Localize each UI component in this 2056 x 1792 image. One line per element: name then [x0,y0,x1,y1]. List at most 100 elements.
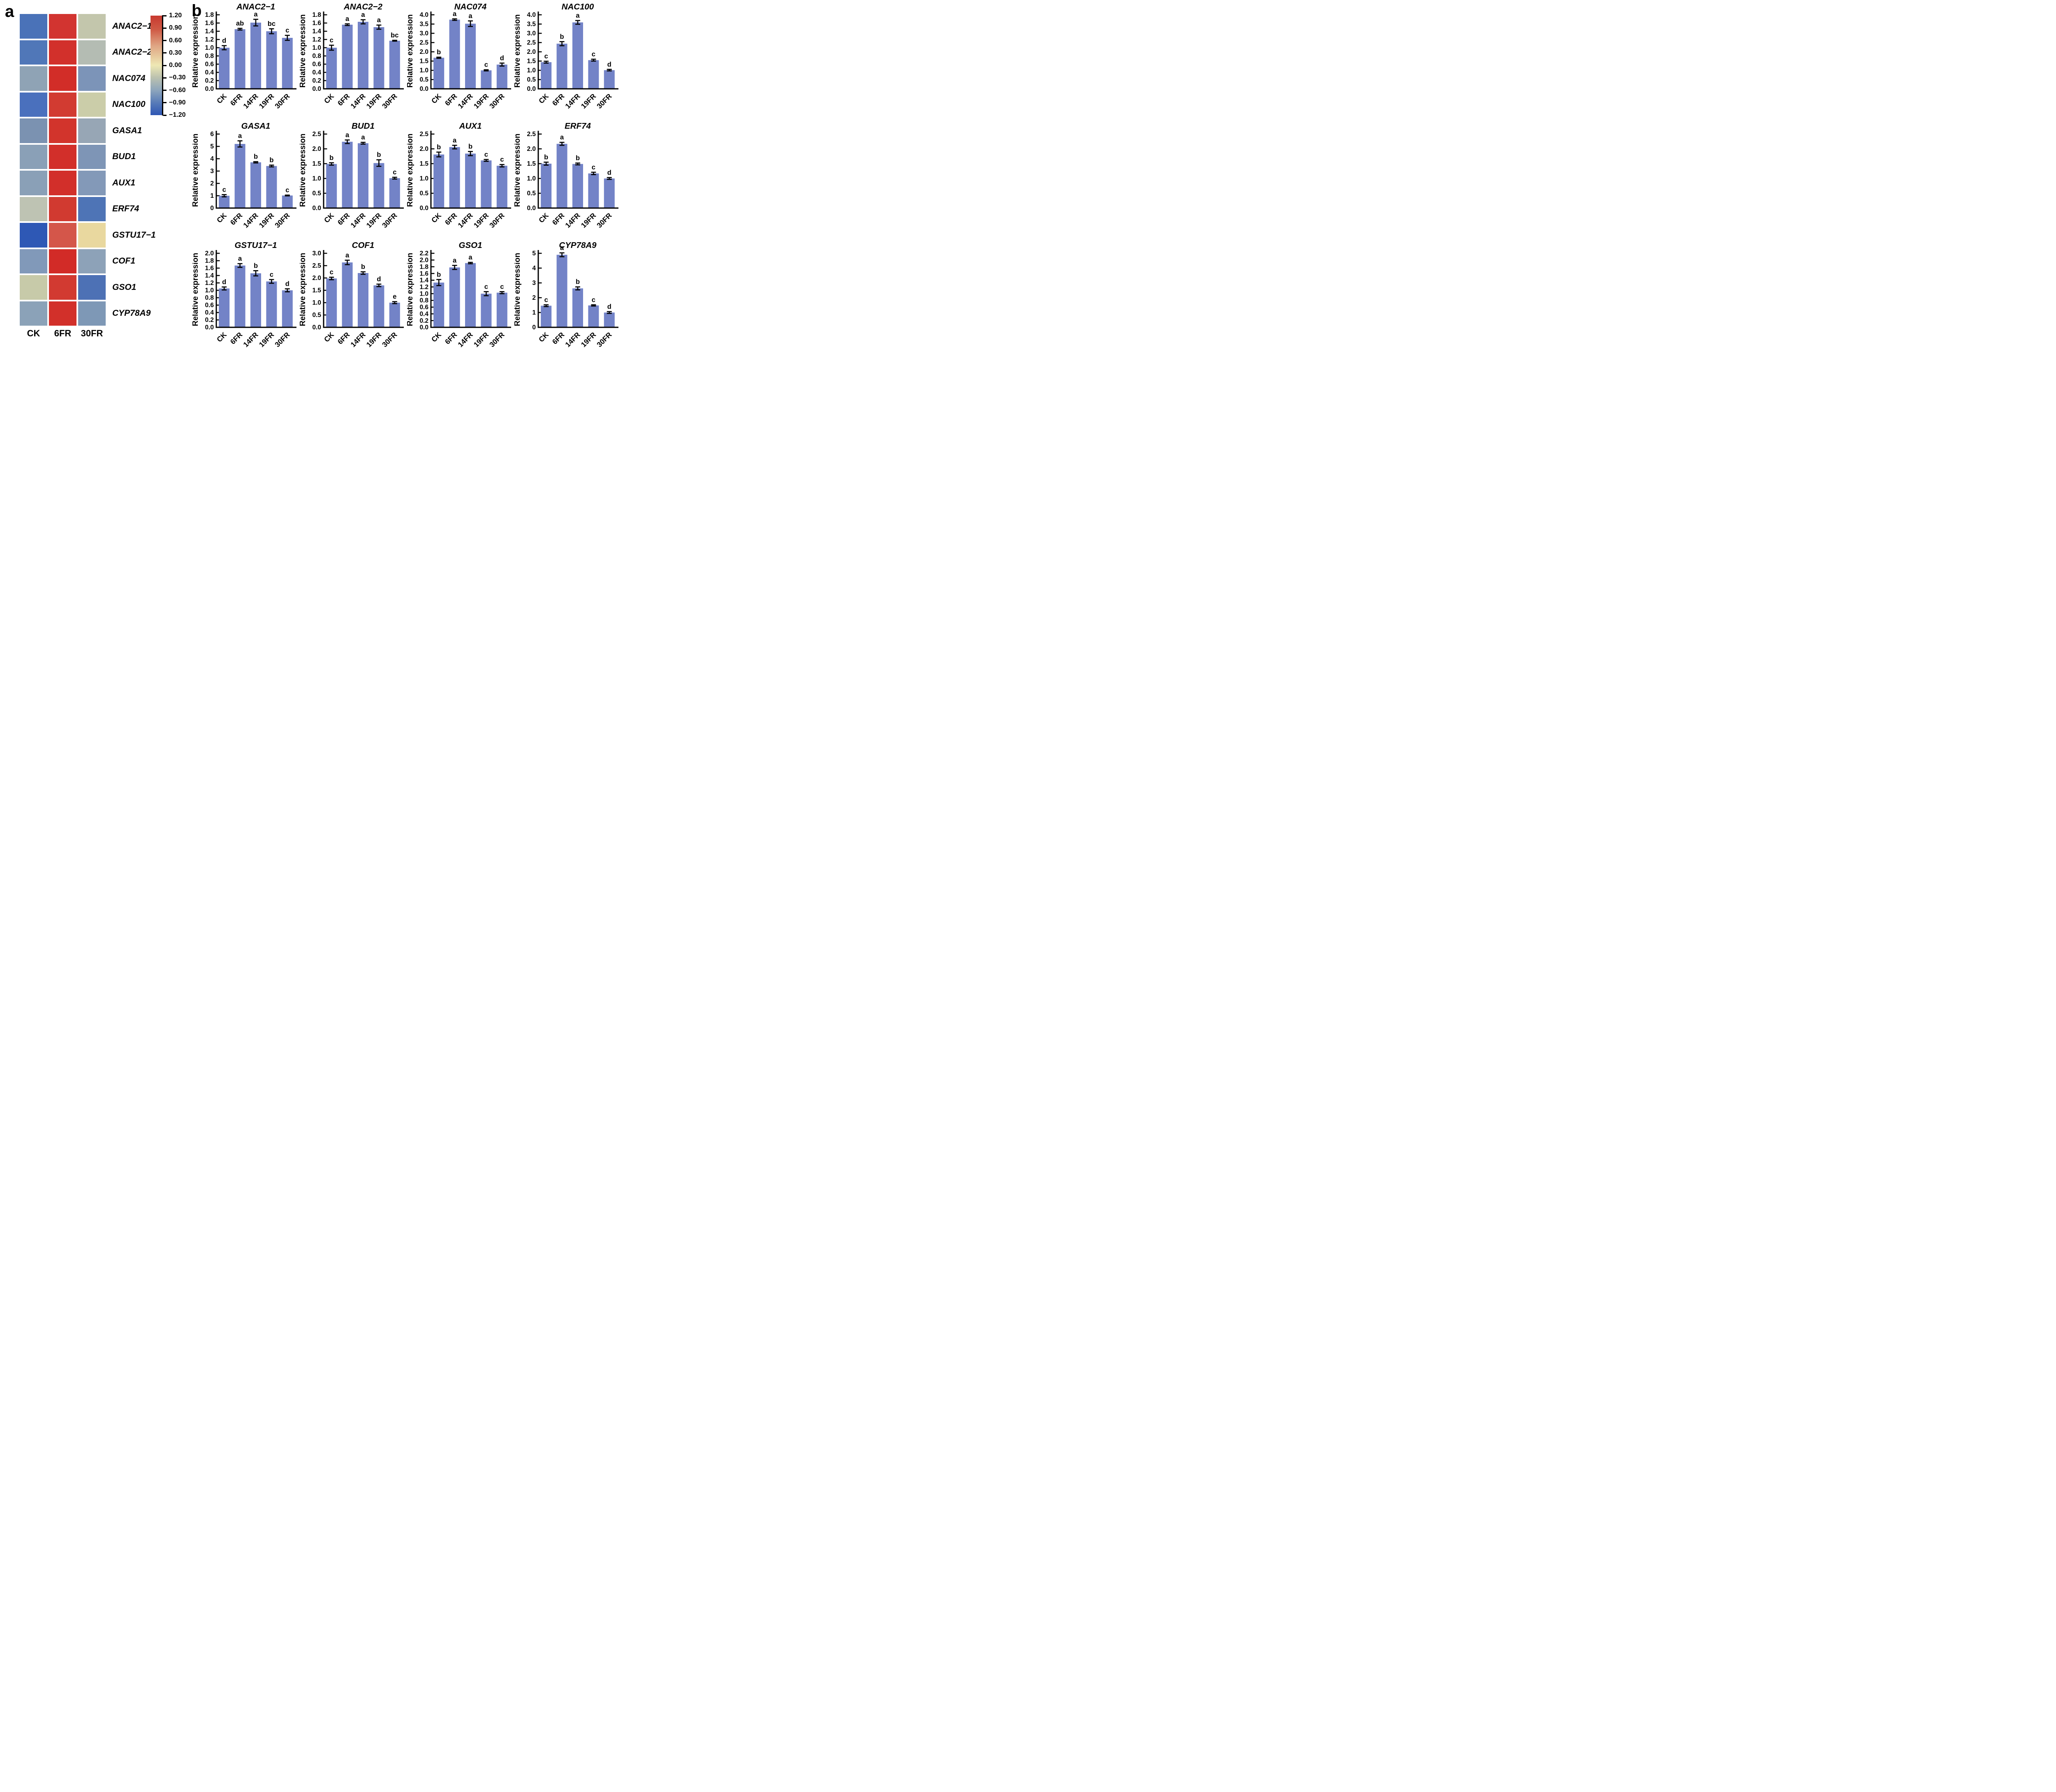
error-bar-6FR [345,139,350,144]
gene-label-ANAC2−1: ANAC2−1 [112,21,152,31]
error-bar-14FR [253,270,258,277]
heatmap-cell-CYP78A9-6FR [49,301,76,326]
heatmap-cell-NAC100-6FR [49,92,76,117]
y-tick-label: 6 [210,131,214,138]
bar-6FR [234,144,245,208]
bar-19FR [373,163,384,208]
sig-letter-30FR: d [500,54,504,62]
heatmap-column-label-CK: CK [27,328,40,338]
heatmap-cell-GASA1-6FR [49,118,76,143]
bar-chart-AUX1: AUX1 Relative expression 0.0 0.5 1.0 1.5 2.0 2.… [407,122,511,229]
error-bar-CK [544,304,549,307]
y-tick-label: 1.5 [312,160,321,167]
error-bar-CK [329,162,334,166]
error-bar-30FR [499,164,505,168]
x-tick-label-30FR: 30FR [380,211,399,229]
colorbar-tick-label: −0.60 [169,86,186,94]
bar-6FR [234,265,245,327]
y-tick-label: 3.0 [419,30,428,37]
error-bar-30FR [607,69,612,72]
sig-letter-CK: b [437,49,441,56]
y-tick-label: 2.5 [312,131,321,138]
y-tick-label: 2.5 [312,262,321,269]
error-bar-CK [544,162,549,166]
x-tick-label-19FR: 19FR [257,92,276,110]
sig-letter-19FR: c [484,151,488,158]
sig-letter-30FR: c [500,283,504,290]
bar-19FR [588,305,599,327]
y-tick-label: 4 [210,155,214,162]
bar-14FR [250,23,261,89]
bar-CK [326,48,337,89]
bar-chart-ANAC2−2: ANAC2−2 Relative expression 0.0 0.20.40.60.… [300,2,404,110]
y-tick-label: 1.8 [205,257,214,264]
bar-6FR [342,25,353,89]
error-bar-14FR [468,151,473,156]
error-bar-14FR [361,271,366,275]
y-tick-label: 0.0 [527,205,536,212]
sig-letter-19FR: c [592,164,595,171]
y-tick-label: 1.0 [527,67,536,74]
y-tick-label: 1.6 [205,265,214,272]
x-tick-label-30FR: 30FR [595,211,614,229]
bar-6FR [556,255,567,327]
bar-6FR [449,19,460,89]
x-tick-label-30FR: 30FR [488,330,506,349]
sig-letter-14FR: b [576,278,580,286]
sig-letter-6FR: a [345,252,350,259]
error-bar-30FR [499,291,505,294]
y-tick-label: 1.6 [312,20,321,27]
heatmap-cell-GASA1-30FR [78,118,106,143]
sig-letter-CK: c [330,269,333,276]
error-bar-14FR [361,141,366,145]
sig-letter-30FR: d [607,61,611,68]
sig-letter-6FR: a [453,10,457,18]
y-tick-label: 3.5 [419,21,428,28]
sig-letter-14FR: a [254,11,258,18]
error-bar-19FR [484,159,489,162]
y-axis-label: Relative expression [407,14,414,88]
heatmap-cell-NAC100-30FR [78,92,106,117]
bar-14FR [465,23,476,89]
sig-letter-14FR: b [361,263,365,271]
error-bar-6FR [559,252,565,257]
y-axis-label: Relative expression [514,253,522,326]
heatmap-cell-GSTU17−1-30FR [78,223,106,248]
error-bar-14FR [253,19,258,27]
panel-b-label: b [192,2,202,20]
bar-30FR [496,292,507,327]
colorbar-tick-label: 0.30 [169,49,182,56]
sig-letter-6FR: b [560,33,564,40]
error-bar-19FR [376,24,382,30]
bar-6FR [556,44,567,89]
heatmap-cell-NAC074-30FR [78,66,106,91]
y-tick-label: 1.0 [312,299,321,306]
heatmap-cell-COF1-CK [20,249,47,273]
y-axis-label: Relative expression [514,14,522,88]
y-tick-label: 0.5 [312,312,321,319]
x-tick-label-19FR: 19FR [579,92,598,110]
y-tick-label: 2.0 [419,146,428,153]
error-bar-CK [329,44,334,51]
sig-letter-6FR: ab [236,20,244,27]
sig-letter-CK: b [437,144,441,151]
bar-30FR [604,178,615,208]
gene-label-GSTU17−1: GSTU17−1 [112,230,156,240]
y-tick-label: 1.0 [205,287,214,294]
gene-label-CYP78A9: CYP78A9 [112,308,151,318]
sig-letter-6FR: a [345,131,350,139]
heatmap-cell-ANAC2−2-CK [20,40,47,65]
bar-30FR [496,166,507,208]
x-tick-label-19FR: 19FR [579,330,598,349]
y-axis-label: Relative expression [514,134,522,207]
x-tick-label-CK: CK [430,211,443,224]
sig-letter-30FR: c [393,169,396,176]
y-tick-label: 0.6 [419,304,428,311]
x-tick-label-30FR: 30FR [380,92,399,110]
x-tick-label-CK: CK [537,211,550,224]
y-tick-label: 3.0 [312,250,321,257]
y-tick-label: 3 [210,168,214,175]
y-tick-label: 0.0 [419,86,428,93]
y-tick-label: 0.6 [205,61,214,68]
bar-30FR [604,70,615,89]
